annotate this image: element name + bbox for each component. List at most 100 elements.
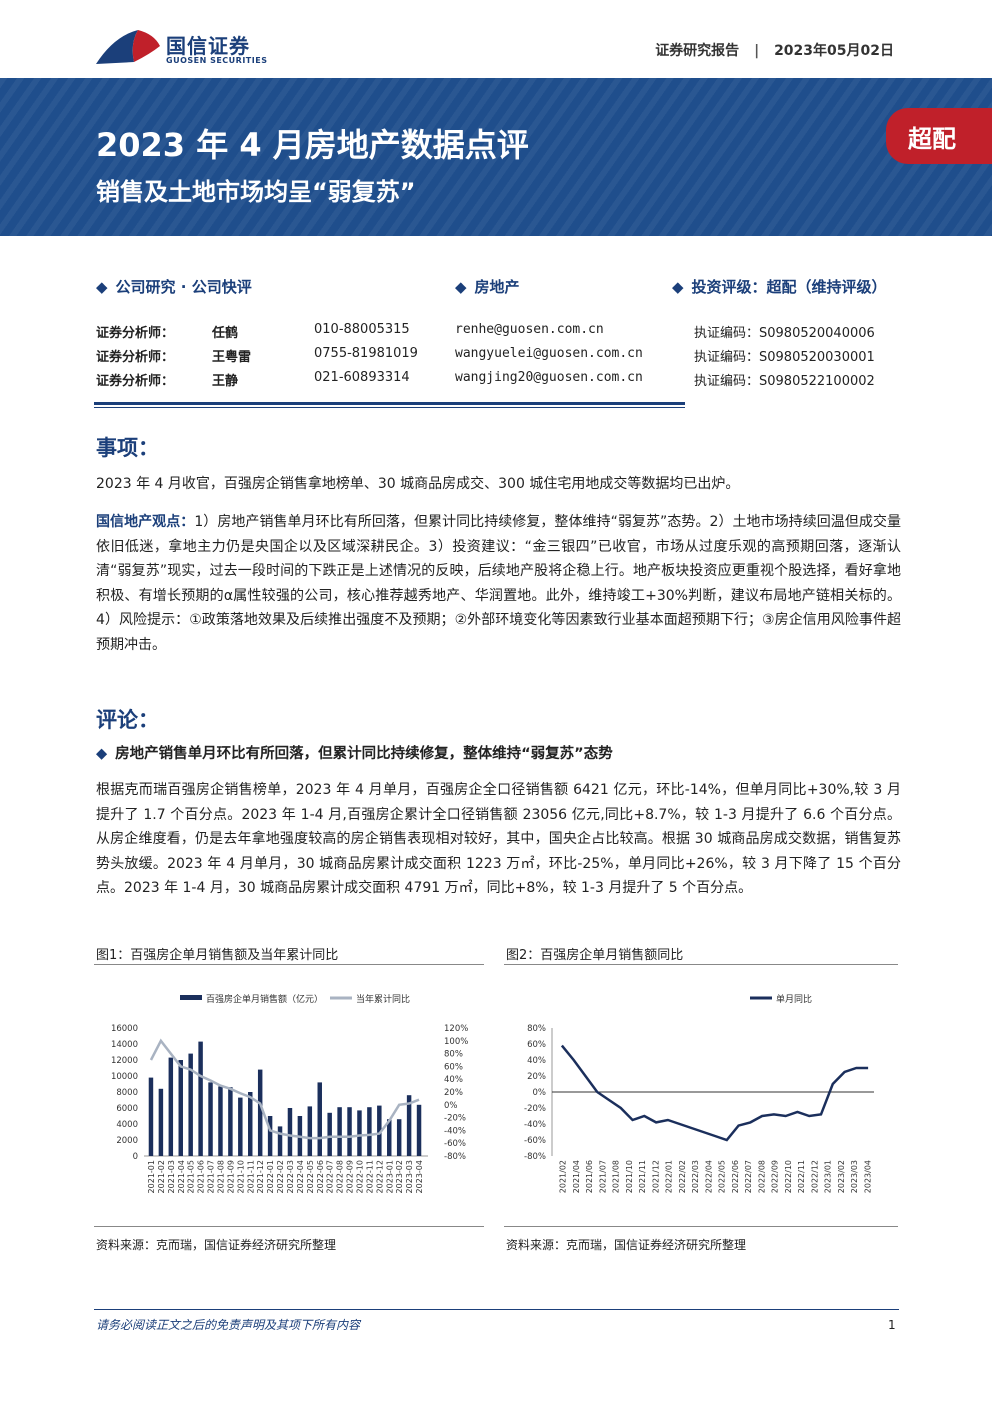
x-tick-label: 2022/07 [744,1160,753,1193]
chart-monthly-sales: 百强房企单月销售额（亿元） 当年累计同比 16000 14000 12000 10000 8… [111,993,468,1193]
analyst-email: renhe@guosen.com.cn [455,322,604,337]
x-tick-label: 2023-04 [415,1160,424,1193]
x-tick-label: 2022-01 [266,1160,275,1193]
y-tick-left: 0 [133,1152,138,1162]
figure2-title: 图2：百强房企单月销售额同比 [506,948,684,963]
analyst-phone: 010-88005315 [314,322,410,337]
x-tick-label: 2021/02 [559,1160,568,1193]
y-tick-left: 14000 [111,1040,138,1050]
company-name-en: GUOSEN SECURITIES [166,56,268,65]
monthly-yoy-line [560,1044,869,1142]
x-tick-label: 2022-11 [365,1160,374,1193]
page-number: 1 [888,1318,896,1332]
bar [416,1104,422,1156]
company-name-cn: 国信证券 [166,34,250,58]
y-tick: -40% [524,1120,546,1130]
figure2-source: 资料来源：克而瑞，国信证券经济研究所整理 [506,1238,747,1252]
comment-heading: 评论： [96,708,159,732]
y-tick-right: 100% [444,1037,468,1047]
y-tick: -80% [524,1152,546,1162]
x-tick-label: 2022-06 [316,1160,325,1193]
x-tick-label: 2021/12 [651,1160,660,1193]
event-text: 2023 年 4 月收官，百强房企销售拿地榜单、30 城商品房成交、300 城住… [96,476,740,492]
x-tick-label: 2023-03 [405,1160,414,1193]
x-tick-label: 2022/06 [731,1160,740,1193]
y-tick-right: 20% [444,1088,463,1098]
analyst-name: 王粤雷 [212,350,252,365]
bar [387,1119,392,1156]
sector-label: ◆ 房地产 [455,278,520,296]
analyst-email: wangyuelei@guosen.com.cn [455,346,643,361]
bar [347,1107,352,1156]
y-tick-right: 80% [444,1050,463,1060]
x-tick-label: 2023-01 [385,1160,394,1193]
x-tick-label: 2023/04 [863,1160,872,1193]
comment-text: 根据克而瑞百强房企销售榜单，2023 年 4 月单月，百强房企全口径销售额 64… [96,782,901,896]
y-tick-right: -40% [444,1126,466,1136]
x-tick-label: 2022/04 [704,1160,713,1193]
y-tick-left: 16000 [111,1024,138,1034]
y-tick: 80% [527,1024,546,1034]
bar [396,1119,402,1156]
y-tick: 60% [527,1040,546,1050]
bar [406,1095,412,1156]
x-tick-label: 2022/08 [757,1160,766,1193]
report-title: 2023 年 4 月房地产数据点评 [96,126,529,164]
x-tick-label: 2021-12 [256,1160,265,1193]
x-tick-label: 2021/06 [585,1160,594,1193]
company-logo [94,26,162,68]
y-tick: -20% [524,1104,546,1114]
analyst-phone: 021-60893314 [314,370,410,385]
analyst-name: 任鹤 [212,326,239,341]
x-tick-label: 2021/04 [572,1160,581,1193]
y-tick-left: 10000 [111,1072,138,1082]
x-tick-label: 2021-06 [197,1160,206,1193]
x-tick-label: 2021-03 [167,1160,176,1193]
divider [504,964,898,965]
y-tick-left: 4000 [116,1120,138,1130]
report-type: 证券研究报告 [655,43,740,59]
diamond-icon: ◆ [96,278,108,296]
logo-mark-icon [96,30,160,64]
title-banner [0,78,992,236]
diamond-icon: ◆ [672,278,684,296]
bar [267,1116,273,1156]
event-heading: 事项： [96,436,159,460]
divider [94,402,685,405]
figure1-source: 资料来源：克而瑞，国信证券经济研究所整理 [96,1238,337,1252]
rating-label: ◆ 投资评级：超配（维持评级） [672,278,887,296]
chart-monthly-yoy: 单月同比 80% 60% 40% 20% 0% -20% -40% -60% -80% 2021/0… [524,993,874,1193]
x-tick-label: 2022-07 [326,1160,335,1193]
x-tick-label: 2021-09 [226,1160,235,1193]
bar [337,1107,342,1156]
bar [198,1041,203,1156]
bar [377,1105,382,1156]
y-tick-left: 2000 [116,1136,138,1146]
bar [158,1088,164,1156]
x-tick-label: 2022-02 [276,1160,285,1193]
legend-swatch-bar [180,995,202,1000]
x-tick-label: 2021/10 [625,1160,634,1193]
x-tick-label: 2021-11 [246,1160,255,1193]
x-tick-label: 2021-02 [157,1160,166,1193]
rating-badge: 超配 [886,108,992,164]
x-tick-label: 2022/05 [718,1160,727,1193]
x-tick-label: 2022/01 [665,1160,674,1193]
bar [367,1107,372,1156]
bar [188,1053,193,1156]
x-tick-label: 2021-07 [207,1160,216,1193]
y-tick-left: 12000 [111,1056,138,1066]
legend-label: 当年累计同比 [356,993,410,1005]
legend-label: 单月同比 [776,993,812,1005]
x-tick-label: 2022/12 [810,1160,819,1193]
divider [94,964,484,965]
bar [248,1092,253,1156]
report-subtitle: 销售及土地市场均呈“弱复苏” [96,178,416,206]
legend-label: 百强房企单月销售额（亿元） [206,993,323,1005]
bar [218,1086,223,1156]
analyst-license: 执证编码：S0980520040006 [694,326,875,341]
analyst-phone: 0755-81981019 [314,346,418,361]
analyst-role: 证券分析师： [96,374,175,389]
footer-divider [94,1309,899,1310]
analyst-email: wangjing20@guosen.com.cn [455,370,643,385]
